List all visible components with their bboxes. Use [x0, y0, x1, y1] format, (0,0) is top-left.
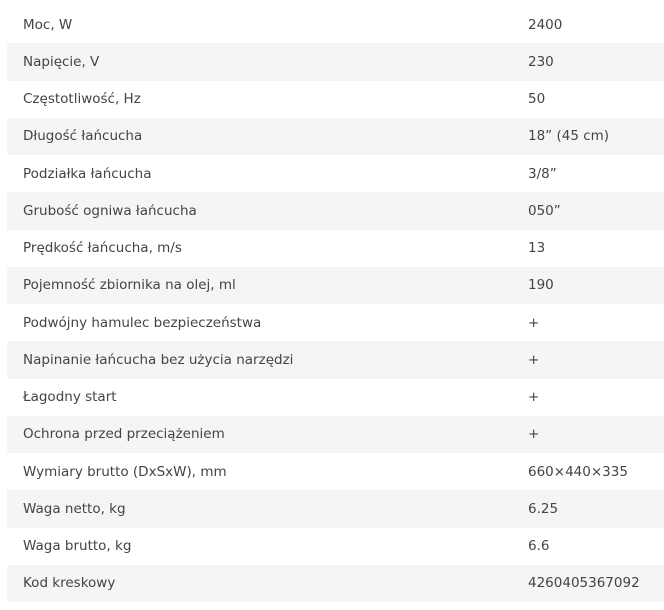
spec-row: Podziałka łańcucha 3/8”	[7, 155, 664, 192]
spec-row: Długość łańcucha 18” (45 cm)	[7, 117, 664, 155]
spec-row: Grubość ogniwa łańcucha 050”	[7, 192, 664, 230]
specifications-table: Moc, W 2400 Napięcie, V 230 Częstotliwość, H…	[7, 6, 664, 602]
spec-value: 18” (45 cm)	[528, 128, 610, 145]
spec-label: Grubość ogniwa łańcucha	[23, 202, 197, 219]
spec-label: Wymiary brutto (DxSxW), mm	[23, 463, 227, 480]
spec-row: Moc, W 2400	[7, 6, 664, 43]
spec-row: Łagodny start +	[7, 379, 664, 416]
spec-row: Podwójny hamulec bezpieczeństwa +	[7, 304, 664, 341]
spec-value: 4260405367092	[528, 575, 640, 592]
spec-value: 190	[528, 277, 554, 294]
spec-row: Waga brutto, kg 6.6	[7, 528, 664, 565]
spec-label: Podziałka łańcucha	[23, 165, 152, 182]
spec-label: Ochrona przed przeciążeniem	[23, 426, 225, 443]
spec-value: 6.6	[528, 538, 550, 555]
spec-label: Prędkość łańcucha, m/s	[23, 240, 182, 257]
spec-row: Waga netto, kg 6.25	[7, 490, 664, 528]
spec-value: 50	[528, 91, 546, 108]
spec-label: Podwójny hamulec bezpieczeństwa	[23, 314, 262, 331]
spec-label: Napięcie, V	[23, 53, 100, 70]
spec-row: Napinanie łańcucha bez użycia narzędzi +	[7, 341, 664, 379]
spec-row: Częstotliwość, Hz 50	[7, 81, 664, 118]
spec-label: Waga brutto, kg	[23, 538, 132, 555]
spec-label: Pojemność zbiornika na olej, ml	[23, 277, 236, 294]
spec-value: 13	[528, 240, 546, 257]
spec-row: Pojemność zbiornika na olej, ml 190	[7, 266, 664, 304]
spec-label: Częstotliwość, Hz	[23, 91, 141, 108]
spec-value: 6.25	[528, 500, 559, 517]
spec-value: 660×440×335	[528, 463, 628, 480]
spec-value: +	[528, 389, 540, 406]
spec-label: Kod kreskowy	[23, 575, 116, 592]
spec-label: Łagodny start	[23, 389, 117, 406]
spec-label: Napinanie łańcucha bez użycia narzędzi	[23, 351, 294, 368]
spec-value: +	[528, 426, 540, 443]
spec-value: 2400	[528, 16, 563, 33]
spec-value: 3/8”	[528, 165, 557, 182]
spec-value: 050”	[528, 202, 561, 219]
spec-label: Waga netto, kg	[23, 500, 126, 517]
spec-value: +	[528, 314, 540, 331]
spec-row: Ochrona przed przeciążeniem +	[7, 415, 664, 453]
spec-label: Długość łańcucha	[23, 128, 143, 145]
spec-value: +	[528, 351, 540, 368]
spec-label: Moc, W	[23, 16, 73, 33]
spec-row: Napięcie, V 230	[7, 43, 664, 81]
spec-value: 230	[528, 53, 554, 70]
spec-row: Prędkość łańcucha, m/s 13	[7, 230, 664, 267]
spec-row: Kod kreskowy 4260405367092	[7, 564, 664, 602]
spec-row: Wymiary brutto (DxSxW), mm 660×440×335	[7, 453, 664, 490]
